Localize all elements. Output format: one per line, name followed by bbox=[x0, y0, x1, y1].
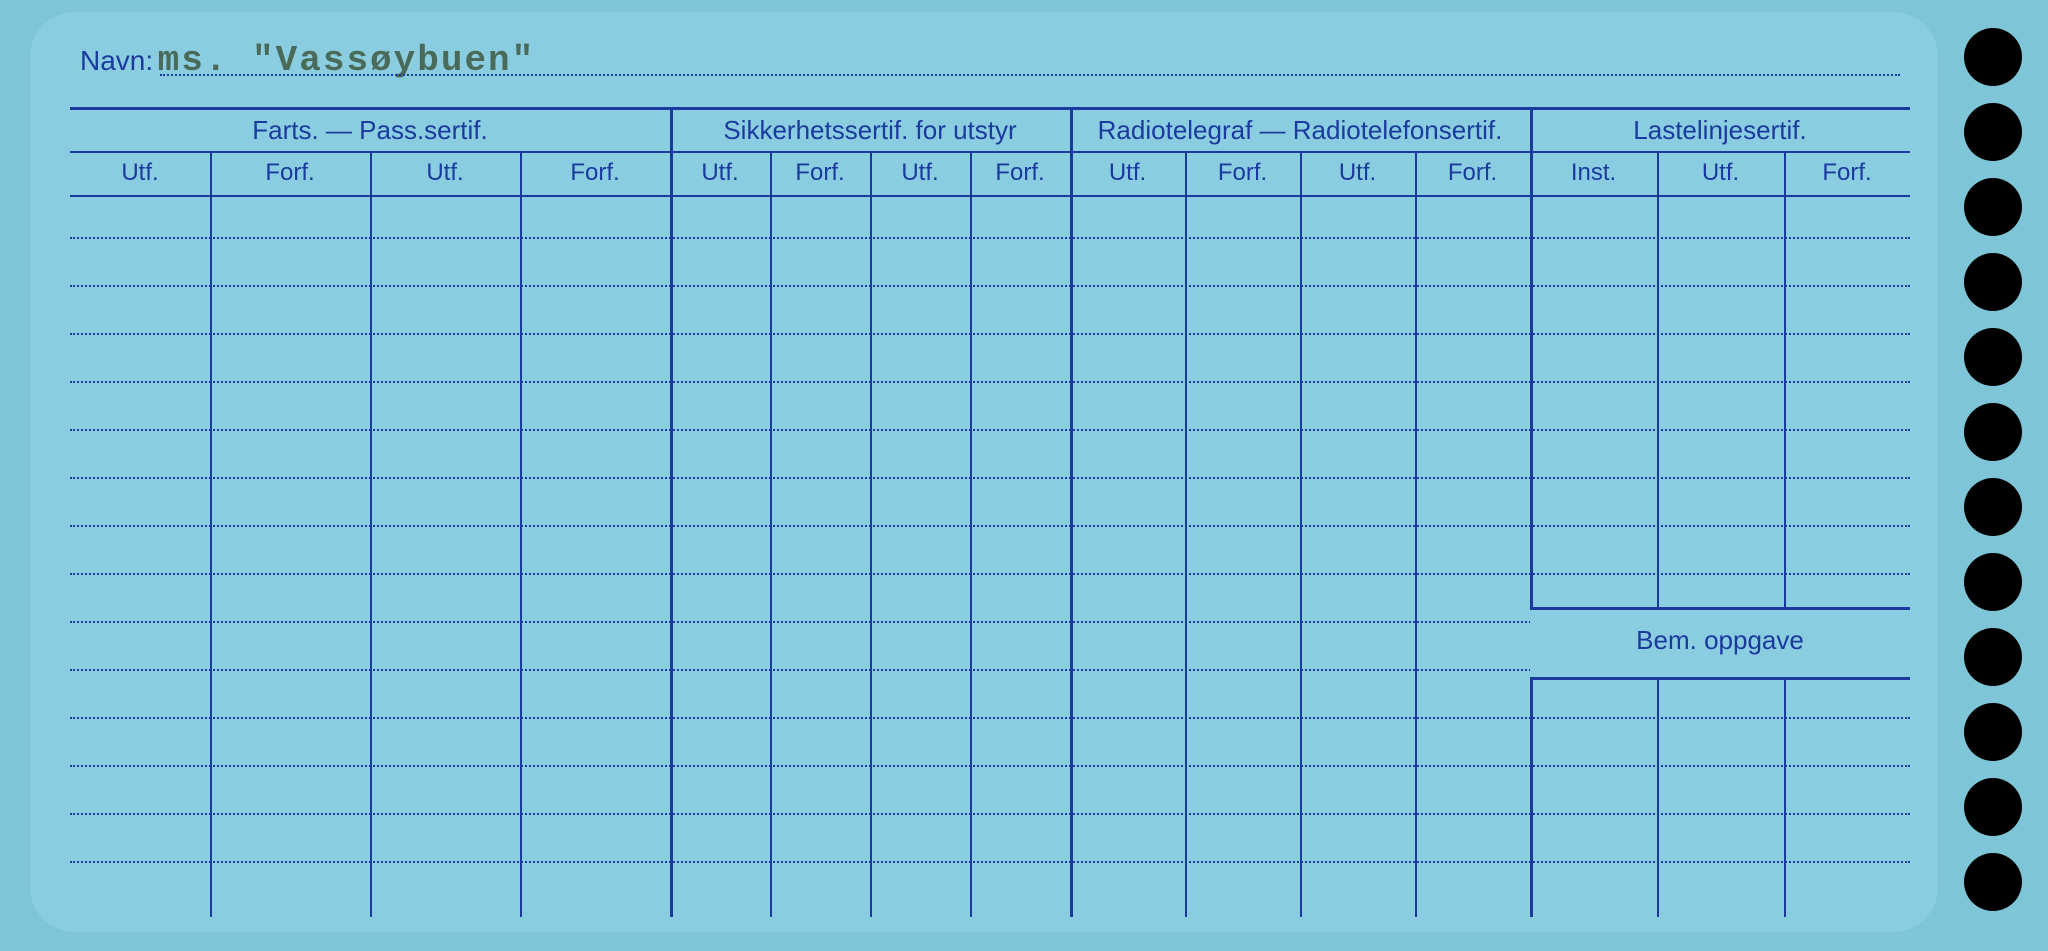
column-header: Inst. bbox=[1530, 159, 1657, 187]
table-row bbox=[70, 285, 1910, 287]
binder-hole bbox=[1964, 778, 2022, 836]
column-header: Utf. bbox=[670, 159, 770, 187]
column-header: Utf. bbox=[1657, 159, 1784, 187]
table-row bbox=[70, 525, 1910, 527]
index-card: Navn: ms. "Vassøybuen" Farts. — Pass.ser… bbox=[30, 12, 1938, 932]
group-header: Farts. — Pass.sertif. bbox=[70, 115, 670, 146]
bem-oppgave-label: Bem. oppgave bbox=[1530, 625, 1910, 656]
group-divider bbox=[670, 107, 673, 917]
binder-hole bbox=[1964, 28, 2022, 86]
certificates-table: Farts. — Pass.sertif.Utf.Forf.Utf.Forf.S… bbox=[70, 107, 1910, 917]
table-row bbox=[70, 237, 1910, 239]
table-row bbox=[70, 477, 1910, 479]
name-label: Navn: bbox=[80, 45, 153, 76]
column-header: Forf. bbox=[520, 159, 670, 187]
column-divider bbox=[870, 151, 872, 917]
column-divider bbox=[1657, 151, 1659, 917]
table-row bbox=[70, 333, 1910, 335]
column-divider bbox=[1415, 151, 1417, 917]
column-divider bbox=[370, 151, 372, 917]
column-divider bbox=[1300, 151, 1302, 917]
binder-hole bbox=[1964, 403, 2022, 461]
table-header-rule-1 bbox=[70, 151, 1910, 153]
group-divider bbox=[1070, 107, 1073, 917]
column-header: Forf. bbox=[1784, 159, 1910, 187]
bem-top-rule bbox=[1530, 607, 1910, 610]
table-row bbox=[70, 765, 1910, 767]
column-header: Utf. bbox=[1070, 159, 1185, 187]
table-row bbox=[70, 861, 1910, 863]
binder-hole bbox=[1964, 553, 2022, 611]
table-header-rule-2 bbox=[70, 195, 1910, 197]
column-divider bbox=[1784, 151, 1786, 917]
column-header: Forf. bbox=[210, 159, 370, 187]
binder-hole bbox=[1964, 478, 2022, 536]
binder-hole bbox=[1964, 328, 2022, 386]
column-divider bbox=[210, 151, 212, 917]
column-header: Utf. bbox=[370, 159, 520, 187]
binder-hole bbox=[1964, 853, 2022, 911]
column-header: Forf. bbox=[970, 159, 1070, 187]
binder-hole bbox=[1964, 178, 2022, 236]
group-divider bbox=[1530, 107, 1533, 917]
group-header: Lastelinjesertif. bbox=[1530, 115, 1910, 146]
column-header: Utf. bbox=[1300, 159, 1415, 187]
table-row bbox=[70, 813, 1910, 815]
name-underline bbox=[160, 74, 1900, 76]
column-divider bbox=[970, 151, 972, 917]
column-header: Forf. bbox=[1185, 159, 1300, 187]
table-row bbox=[70, 429, 1910, 431]
table-row bbox=[70, 573, 1910, 575]
column-header: Utf. bbox=[70, 159, 210, 187]
binder-holes bbox=[1956, 22, 2030, 922]
group-header: Sikkerhetssertif. for utstyr bbox=[670, 115, 1070, 146]
column-divider bbox=[1185, 151, 1187, 917]
column-header: Utf. bbox=[870, 159, 970, 187]
table-row bbox=[70, 381, 1910, 383]
group-header: Radiotelegraf — Radiotelefonsertif. bbox=[1070, 115, 1530, 146]
binder-hole bbox=[1964, 628, 2022, 686]
column-divider bbox=[770, 151, 772, 917]
column-header: Forf. bbox=[770, 159, 870, 187]
binder-hole bbox=[1964, 103, 2022, 161]
column-header: Forf. bbox=[1415, 159, 1530, 187]
bem-bottom-rule bbox=[1530, 677, 1910, 680]
table-top-rule bbox=[70, 107, 1910, 110]
column-divider bbox=[520, 151, 522, 917]
binder-hole bbox=[1964, 703, 2022, 761]
table-row bbox=[70, 717, 1910, 719]
binder-hole bbox=[1964, 253, 2022, 311]
